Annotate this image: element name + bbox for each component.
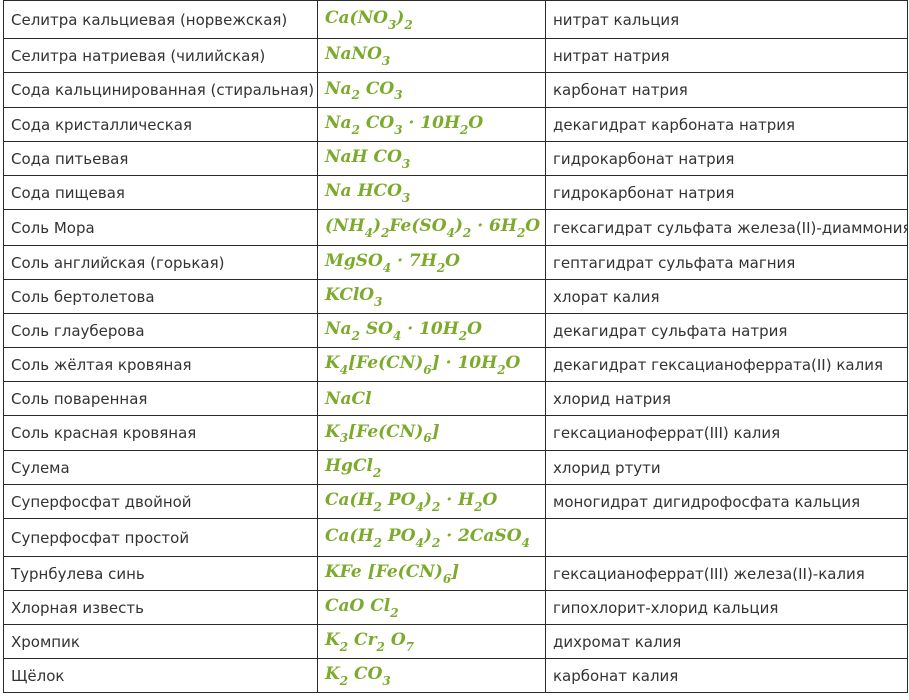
formula-cell: Na2 SO4 · 10H2O: [317, 313, 546, 348]
table-row: Соль английская (горькая) MgSO4 · 7H2O геп…: [3, 245, 908, 280]
systematic-name-cell: нитрат натрия: [545, 38, 908, 73]
table-row: Селитра натриевая (чилийская) NaNO3 нитрат…: [3, 38, 908, 73]
table-row: Суперфосфат простой Ca(H2 PO4)2 · 2CaSO4: [3, 518, 908, 557]
formula-cell: Ca(NO3)2: [317, 0, 546, 39]
formula-cell: (NH4)2Fe(SO4)2 · 6H2O: [317, 209, 546, 246]
table-row: Сода питьевая NaH CO3 гидрокарбонат натрия: [3, 141, 908, 176]
systematic-name-cell: гидрокарбонат натрия: [545, 141, 908, 176]
systematic-name-cell: дихромат калия: [545, 624, 908, 659]
trivial-name-cell: Сода питьевая: [3, 141, 318, 176]
systematic-name-cell: карбонат калия: [545, 658, 908, 693]
formula-cell: K4[Fe(CN)6] · 10H2O: [317, 347, 546, 382]
table-row: Сода кристаллическая Na2 CO3 · 10H2O декаг…: [3, 107, 908, 142]
trivial-name-cell: Сода кальцинированная (стиральная): [3, 72, 318, 108]
table-row: Соль бертолетова KClO3 хлорат калия: [3, 279, 908, 314]
table-row: Турнбулева синь KFe [Fe(CN)6] гексацианофе…: [3, 556, 908, 591]
table-row: Суперфосфат двойной Ca(H2 PO4)2 · H2O моно…: [3, 484, 908, 519]
table-row: Соль жёлтая кровяная K4[Fe(CN)6] · 10H2O д…: [3, 347, 908, 382]
trivial-name-cell: Сода кристаллическая: [3, 107, 318, 142]
formula-cell: Na2 CO3: [317, 72, 546, 108]
table-row: Соль красная кровяная K3[Fe(CN)6] гексациа…: [3, 415, 908, 451]
trivial-name-cell: Соль бертолетова: [3, 279, 318, 314]
table-row: Сода пищевая Na HCO3 гидрокарбонат натрия: [3, 175, 908, 210]
trivial-name-cell: Соль Мора: [3, 209, 318, 246]
formula-cell: NaH CO3: [317, 141, 546, 176]
trivial-name-cell: Турнбулева синь: [3, 556, 318, 591]
trivial-name-cell: Соль жёлтая кровяная: [3, 347, 318, 382]
systematic-name-cell: гексацианоферрат(III) калия: [545, 415, 908, 451]
formula-cell: HgCl2: [317, 450, 546, 485]
trivial-name-cell: Соль английская (горькая): [3, 245, 318, 280]
formula-cell: Ca(H2 PO4)2 · 2CaSO4: [317, 518, 546, 557]
formula-cell: NaNO3: [317, 38, 546, 73]
formula-cell: K2 Cr2 O7: [317, 624, 546, 659]
formula-cell: K3[Fe(CN)6]: [317, 415, 546, 451]
systematic-name-cell: моногидрат дигидрофосфата кальция: [545, 484, 908, 519]
trivial-name-cell: Хромпик: [3, 624, 318, 659]
systematic-name-cell: нитрат кальция: [545, 0, 908, 39]
formula-cell: KClO3: [317, 279, 546, 314]
trivial-name-cell: Суперфосфат двойной: [3, 484, 318, 519]
table-row: Хромпик K2 Cr2 O7 дихромат калия: [3, 624, 908, 659]
formula-cell: MgSO4 · 7H2O: [317, 245, 546, 280]
systematic-name-cell: гидрокарбонат натрия: [545, 175, 908, 210]
trivial-name-cell: Селитра кальциевая (норвежская): [3, 0, 318, 39]
trivial-name-cell: Селитра натриевая (чилийская): [3, 38, 318, 73]
trivial-name-cell: Хлорная известь: [3, 590, 318, 625]
chemical-names-table: Селитра кальциевая (норвежская) Ca(NO3)2 н…: [3, 0, 908, 693]
trivial-name-cell: Щёлок: [3, 658, 318, 693]
systematic-name-cell: гептагидрат сульфата магния: [545, 245, 908, 280]
systematic-name-cell: декагидрат карбоната натрия: [545, 107, 908, 142]
table-row: Сода кальцинированная (стиральная) Na2 CO…: [3, 72, 908, 108]
table-row: Соль Мора (NH4)2Fe(SO4)2 · 6H2O гексагидра…: [3, 209, 908, 246]
trivial-name-cell: Сулема: [3, 450, 318, 485]
formula-cell: NaCl: [317, 381, 546, 416]
systematic-name-cell: хлорид ртути: [545, 450, 908, 485]
systematic-name-cell: карбонат натрия: [545, 72, 908, 108]
table-row: Щёлок K2 CO3 карбонат калия: [3, 658, 908, 693]
systematic-name-cell: гипохлорит-хлорид кальция: [545, 590, 908, 625]
trivial-name-cell: Соль красная кровяная: [3, 415, 318, 451]
formula-cell: KFe [Fe(CN)6]: [317, 556, 546, 591]
trivial-name-cell: Соль глауберова: [3, 313, 318, 348]
trivial-name-cell: Соль поваренная: [3, 381, 318, 416]
table-row: Соль поваренная NaCl хлорид натрия: [3, 381, 908, 416]
trivial-name-cell: Сода пищевая: [3, 175, 318, 210]
systematic-name-cell: гексацианоферрат(III) железа(II)-калия: [545, 556, 908, 591]
formula-cell: CaO Cl2: [317, 590, 546, 625]
trivial-name-cell: Суперфосфат простой: [3, 518, 318, 557]
table-row: Хлорная известь CaO Cl2 гипохлорит-хлорид …: [3, 590, 908, 625]
table-row: Соль глауберова Na2 SO4 · 10H2O декагидрат…: [3, 313, 908, 348]
systematic-name-cell: декагидрат гексацианоферрата(II) калия: [545, 347, 908, 382]
systematic-name-cell: [545, 518, 908, 557]
table-body: Селитра кальциевая (норвежская) Ca(NO3)2 н…: [3, 0, 908, 693]
systematic-name-cell: декагидрат сульфата натрия: [545, 313, 908, 348]
systematic-name-cell: гексагидрат сульфата железа(II)-диаммони…: [545, 209, 908, 246]
formula-cell: K2 CO3: [317, 658, 546, 693]
formula-cell: Na2 CO3 · 10H2O: [317, 107, 546, 142]
table-row: Селитра кальциевая (норвежская) Ca(NO3)2 н…: [3, 0, 908, 39]
systematic-name-cell: хлорат калия: [545, 279, 908, 314]
formula-cell: Ca(H2 PO4)2 · H2O: [317, 484, 546, 519]
table-row: Сулема HgCl2 хлорид ртути: [3, 450, 908, 485]
formula-cell: Na HCO3: [317, 175, 546, 210]
systematic-name-cell: хлорид натрия: [545, 381, 908, 416]
